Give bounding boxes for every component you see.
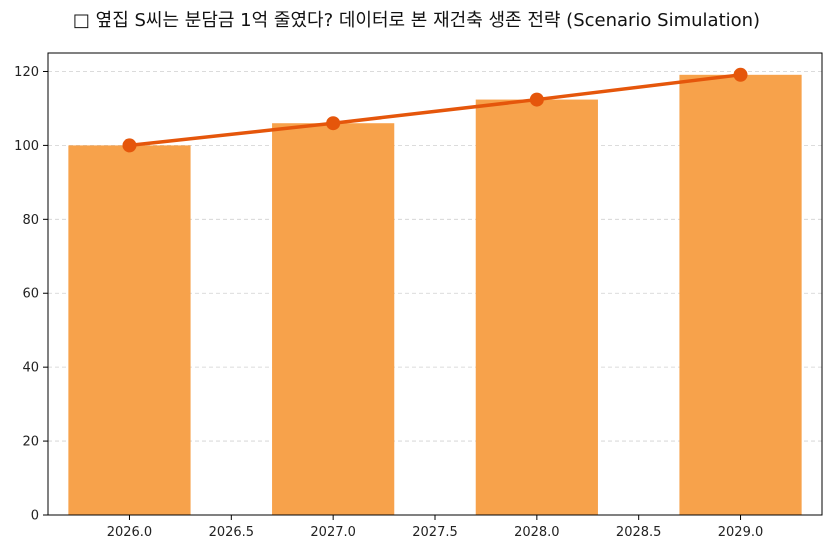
bars-layer (68, 74, 802, 515)
x-tick-label: 2029.0 (718, 525, 764, 540)
line-point (122, 138, 137, 153)
bar (475, 99, 598, 515)
x-tick-label: 2027.0 (310, 525, 356, 540)
y-tick-label: 120 (14, 65, 39, 80)
x-tick-label: 2027.5 (412, 525, 458, 540)
y-ticks-layer: 0 20 40 60 80 100 120 (14, 65, 48, 524)
x-ticks-layer: 2026.0 2026.5 2027.0 2027.5 2028.0 2028.5 2029… (107, 515, 764, 540)
chart-title: □ 옆집 S씨는 분담금 1억 줄였다? 데이터로 본 재건축 생존 전략 (S… (72, 10, 761, 31)
y-tick-label: 80 (22, 213, 39, 228)
line-layer (122, 67, 748, 153)
x-tick-label: 2026.5 (209, 525, 255, 540)
line-point (326, 116, 341, 131)
y-tick-label: 40 (22, 361, 39, 376)
y-tick-label: 60 (22, 287, 39, 302)
bar (68, 145, 191, 515)
y-tick-label: 100 (14, 139, 39, 154)
bar (679, 74, 802, 515)
bar (272, 123, 395, 515)
x-tick-label: 2028.0 (514, 525, 560, 540)
line-point (529, 92, 544, 107)
series-line (127, 73, 743, 148)
line-point (733, 67, 748, 82)
y-tick-label: 0 (31, 509, 39, 524)
y-tick-label: 20 (22, 435, 39, 450)
x-tick-label: 2026.0 (107, 525, 153, 540)
x-tick-label: 2028.5 (616, 525, 662, 540)
